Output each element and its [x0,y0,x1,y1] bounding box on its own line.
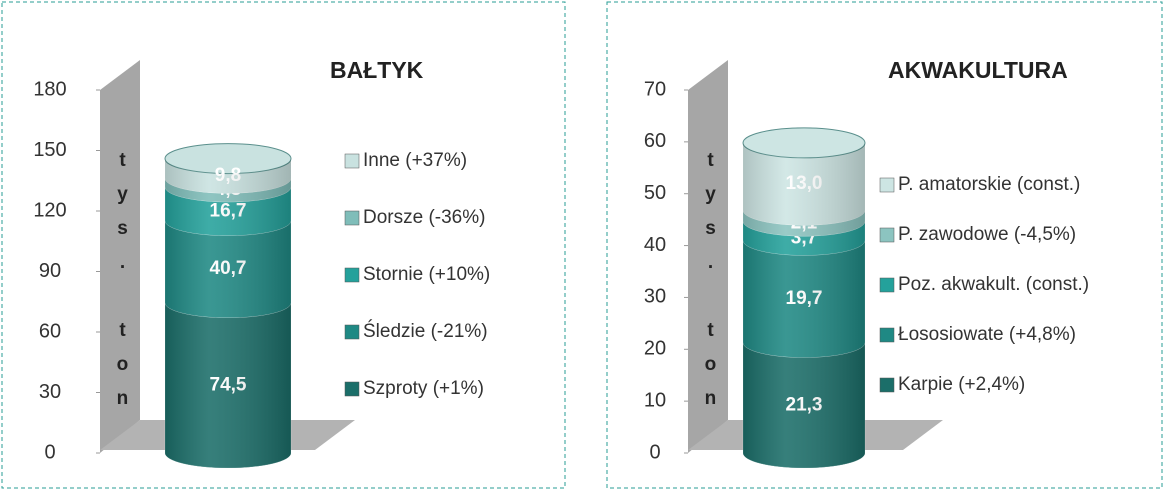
value-label: 40,7 [210,258,247,279]
legend-label: Dorsze (-36%) [363,207,485,228]
legend-label: Szproty (+1%) [363,378,484,399]
y-tick-label: 70 [644,78,666,100]
y-axis-label: tys. ton [112,150,133,422]
y-tick-label: 120 [33,199,66,221]
legend-label: Łososiowate (+4,8%) [898,324,1076,345]
y-tick-label: 20 [644,338,666,360]
value-label: 9,8 [215,165,241,186]
y-tick-label: 40 [644,234,666,256]
back-wall [688,60,728,453]
legend-label: Poz. akwakult. (const.) [898,274,1089,295]
legend-swatch [344,210,360,226]
y-tick-label: 30 [644,286,666,308]
chart-title: AKWAKULTURA [888,57,1068,83]
value-label: 13,0 [786,173,823,194]
segment-top [742,127,866,159]
legend-swatch [344,153,360,169]
legend-label: P. zawodowe (-4,5%) [898,224,1076,245]
legend-swatch [879,177,895,193]
value-label: 21,3 [786,394,823,415]
value-label: 19,7 [786,288,823,309]
value-label: 74,5 [210,374,247,395]
chart-title: BAŁTYK [330,57,424,83]
legend-swatch [344,267,360,283]
y-tick-label: 0 [649,441,660,463]
legend-label: Śledzie (-21%) [363,320,488,342]
y-tick-label: 180 [33,78,66,100]
legend-swatch [879,227,895,243]
value-label: 16,7 [210,200,247,221]
legend-label: P. amatorskie (const.) [898,174,1080,195]
legend-label: Karpie (+2,4%) [898,374,1025,395]
y-tick-label: 30 [39,381,61,403]
legend-label: Inne (+37%) [363,150,467,171]
y-tick-label: 90 [39,260,61,282]
y-axis-label: tys. ton [700,150,721,422]
legend-swatch [879,277,895,293]
legend-swatch [879,327,895,343]
back-wall [100,60,140,453]
legend-swatch [344,381,360,397]
y-tick-label: 10 [644,389,666,411]
legend-swatch [344,324,360,340]
legend-swatch [879,377,895,393]
y-tick-label: 60 [644,130,666,152]
y-tick-label: 0 [44,441,55,463]
y-tick-label: 150 [33,139,66,161]
y-tick-label: 50 [644,182,666,204]
y-tick-label: 60 [39,320,61,342]
legend-label: Stornie (+10%) [363,264,490,285]
